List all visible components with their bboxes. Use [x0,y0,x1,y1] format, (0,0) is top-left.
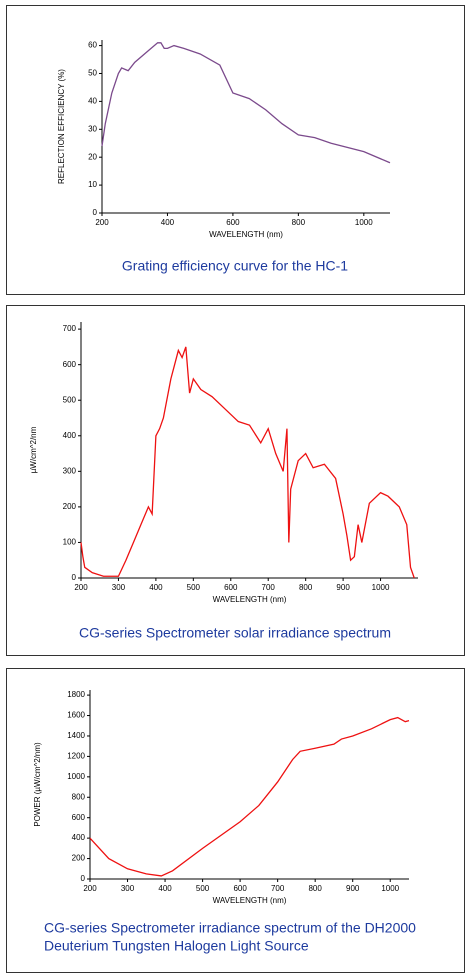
x-axis-label: WAVELENGTH (nm) [209,230,283,239]
y-tick-label: 200 [72,854,86,863]
x-tick-label: 400 [149,583,163,592]
x-tick-label: 900 [346,884,360,893]
x-tick-label: 1000 [372,583,390,592]
x-tick-label: 600 [224,583,238,592]
y-tick-label: 300 [63,466,77,475]
caption-line-2: Deuterium Tungsten Halogen Light Source [44,938,309,954]
y-tick-label: 10 [88,180,97,189]
y-axis-label: µW/cm^2/nm [29,426,38,473]
y-tick-label: 1000 [67,772,85,781]
caption: CG-series Spectrometer solar irradiance … [79,625,391,641]
x-tick-label: 1000 [355,218,373,227]
y-tick-label: 200 [63,502,77,511]
x-axis-label: WAVELENGTH (nm) [213,595,287,604]
y-tick-label: 1400 [67,731,85,740]
caption: CG-series Spectrometer irradiance spectr… [44,920,416,936]
x-tick-label: 200 [74,583,88,592]
y-axis-label: POWER (µW/cm^2/nm) [33,742,42,827]
x-tick-label: 400 [161,218,175,227]
y-axis-label: REFLECTION EFFICIENCY (%) [57,69,66,184]
y-tick-label: 700 [63,324,77,333]
x-tick-label: 1000 [381,884,399,893]
y-tick-label: 800 [72,792,86,801]
y-tick-label: 20 [88,152,97,161]
y-tick-label: 400 [63,431,77,440]
y-tick-label: 0 [93,208,98,217]
panel-border [6,5,465,295]
x-tick-label: 200 [95,218,109,227]
x-tick-label: 600 [233,884,247,893]
x-tick-label: 500 [196,884,210,893]
x-tick-label: 800 [292,218,306,227]
panel-border [6,668,465,973]
y-tick-label: 30 [88,124,97,133]
y-tick-label: 0 [72,573,77,582]
y-tick-label: 400 [72,833,86,842]
data-line [101,42,391,164]
caption: Grating efficiency curve for the HC-1 [122,258,348,274]
y-tick-label: 600 [63,360,77,369]
data-line [89,716,410,877]
x-axis-label: WAVELENGTH (nm) [213,896,287,905]
y-tick-label: 1200 [67,752,85,761]
x-tick-label: 600 [226,218,240,227]
x-tick-label: 800 [308,884,322,893]
x-tick-label: 700 [271,884,285,893]
x-tick-label: 400 [158,884,172,893]
y-tick-label: 60 [88,41,97,50]
x-tick-label: 700 [262,583,276,592]
y-tick-label: 40 [88,96,97,105]
x-tick-label: 500 [187,583,201,592]
panel-border [6,305,465,656]
y-tick-label: 1600 [67,711,85,720]
x-tick-label: 300 [121,884,135,893]
y-tick-label: 100 [63,538,77,547]
data-line [80,346,415,579]
y-tick-label: 50 [88,69,97,78]
y-tick-label: 1800 [67,690,85,699]
x-tick-label: 200 [83,884,97,893]
x-tick-label: 300 [112,583,126,592]
x-tick-label: 800 [299,583,313,592]
x-tick-label: 900 [336,583,350,592]
y-tick-label: 600 [72,813,86,822]
y-tick-label: 0 [81,874,86,883]
y-tick-label: 500 [63,395,77,404]
